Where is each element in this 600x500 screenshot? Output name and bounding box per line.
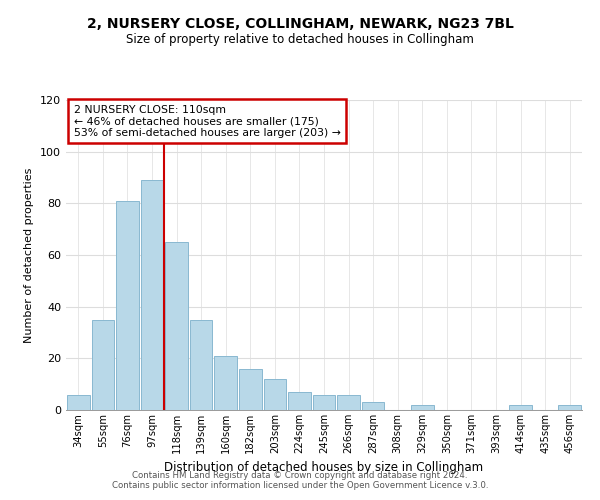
Bar (362, 402, 385, 410)
Bar (288, 392, 311, 410)
Bar (411, 405, 434, 410)
Bar (190, 320, 212, 410)
Bar (337, 394, 360, 410)
Text: Contains HM Land Registry data © Crown copyright and database right 2024.
Contai: Contains HM Land Registry data © Crown c… (112, 470, 488, 490)
Bar (263, 379, 286, 410)
Text: 2 NURSERY CLOSE: 110sqm
← 46% of detached houses are smaller (175)
53% of semi-d: 2 NURSERY CLOSE: 110sqm ← 46% of detache… (74, 104, 341, 138)
Bar (559, 405, 581, 410)
Bar (313, 394, 335, 410)
Bar (92, 320, 114, 410)
Text: Size of property relative to detached houses in Collingham: Size of property relative to detached ho… (126, 32, 474, 46)
Y-axis label: Number of detached properties: Number of detached properties (25, 168, 34, 342)
X-axis label: Distribution of detached houses by size in Collingham: Distribution of detached houses by size … (164, 462, 484, 474)
Bar (165, 242, 188, 410)
Bar (509, 405, 532, 410)
Bar (214, 356, 237, 410)
Bar (116, 200, 139, 410)
Bar (239, 368, 262, 410)
Text: 2, NURSERY CLOSE, COLLINGHAM, NEWARK, NG23 7BL: 2, NURSERY CLOSE, COLLINGHAM, NEWARK, NG… (86, 18, 514, 32)
Bar (140, 180, 163, 410)
Bar (67, 394, 89, 410)
